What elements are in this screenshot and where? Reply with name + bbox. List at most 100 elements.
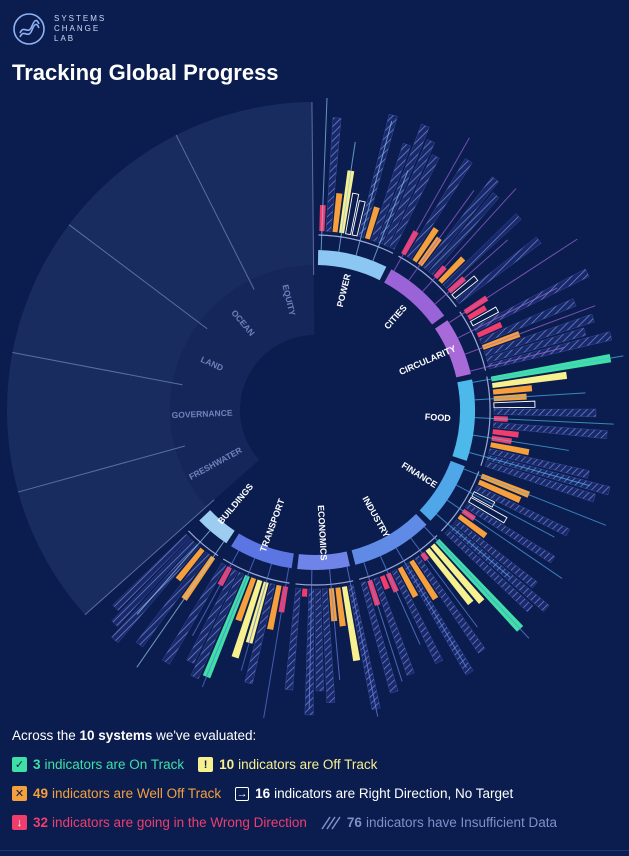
system-band-food [452,379,476,461]
system-label-industry: INDUSTRY [360,494,391,539]
indicator-mark [235,577,257,622]
indicator-mark [457,514,488,539]
system-label-economics: ECONOMICS [316,505,329,561]
indicator-guide [136,541,225,668]
indicator-mark [373,577,415,676]
indicator-guide [464,305,596,355]
indicator-mark [492,429,519,438]
legend-label: indicators are going in the Wrong Direct… [52,815,307,830]
indicator-mark [391,569,444,665]
indicator-mark [484,461,596,503]
indicator-mark [477,479,522,504]
indicator-guide [424,526,530,639]
unevaluated-divider [12,351,183,386]
unevaluated-divider [175,134,255,290]
indicator-mark [467,305,488,321]
indicator-mark [406,158,473,260]
indicator-guide [463,468,607,526]
system-band-cities [384,269,445,325]
indicator-mark [425,547,474,606]
indicator-guide [472,434,569,451]
indicator-guide [201,558,256,688]
indicator-mark [284,587,302,691]
unevaluated-region [6,102,314,615]
system-band-industry [351,513,427,565]
indicator-mark [490,353,612,382]
legend-count: 32 [33,815,49,830]
indicator-mark [453,519,538,589]
summary-text: Across the 10 systems we've evaluated: [12,728,617,743]
indicator-mark [304,588,315,716]
system-band-buildings [199,510,235,544]
indicator-mark [301,588,308,597]
summary-footer: Across the 10 systems we've evaluated: ✓… [12,728,617,844]
indicator-guide [456,484,555,538]
legend-on-track: ✓ 3 indicators are On Track [12,757,184,772]
indicator-mark [112,533,190,611]
indicator-mark [492,422,608,439]
indicator-guide [474,417,614,425]
indicator-mark [360,581,399,694]
page-title: Tracking Global Progress [12,60,279,85]
indicator-mark [341,586,361,662]
legend-label: indicators are On Track [44,757,185,772]
indicator-mark [476,321,503,338]
indicator-mark [492,385,533,395]
indicator-guide [474,392,586,401]
indicator-mark [488,448,590,479]
indicator-guide [446,499,563,579]
indicator-guide [395,547,468,668]
hatch-icon [321,816,341,829]
indicator-mark [351,200,366,237]
brand-line-2: CHANGE [54,24,101,33]
indicator-guide [436,513,511,578]
reverse-arrow-icon: ↓ [12,815,27,830]
system-label-food: FOOD [424,412,451,424]
legend-row-3: ↓ 32 indicators are going in the Wrong D… [12,815,617,830]
legend-wrong-direction: ↓ 32 indicators are going in the Wrong D… [12,815,307,830]
indicator-mark [485,327,587,363]
indicator-mark [483,313,595,357]
legend-count: 10 [219,757,235,772]
indicator-guide [355,120,393,256]
indicator-guide [434,239,509,305]
summary-suffix: we've evaluated: [152,728,257,743]
system-band-transport [231,533,294,569]
indicator-mark [442,213,522,289]
indicator-mark [383,139,436,247]
indicator-mark [409,559,439,601]
system-label-circularity: CIRCULARITY [398,343,458,377]
indicator-mark [190,571,245,680]
legend-count: 76 [346,815,362,830]
indicator-guide [263,567,290,718]
indicator-mark [389,154,440,250]
indicator-mark [202,574,250,679]
indicator-guide [329,569,341,680]
system-label-finance: FINANCE [400,460,439,490]
indicator-mark [464,502,556,564]
brand-name: SYSTEMS CHANGE LAB [54,14,106,44]
indicator-guide [338,141,356,252]
summary-systems-count: 10 systems [79,728,153,743]
indicator-guide [472,355,624,383]
indicator-mark [444,529,534,613]
indicator-mark [414,555,486,654]
indicator-mark [364,206,380,240]
indicator-guide [240,563,272,671]
systems-change-lab-logo-icon [13,13,45,45]
indicator-mark [175,547,205,582]
system-baseline [480,376,491,466]
indicator-mark [455,236,542,305]
legend-row-1: ✓ 3 indicators are On Track ! 10 indicat… [12,757,617,772]
indicator-guide [422,188,517,292]
legend-label: indicators have Insufficient Data [365,815,558,830]
system-band-finance [419,460,465,521]
indicator-mark [162,562,227,665]
system-label-cities: CITIES [382,303,409,331]
indicator-mark [335,587,346,627]
indicator-mark [471,491,496,508]
indicator-guide [320,98,328,251]
indicator-mark [111,538,195,627]
indicator-guide [410,537,478,628]
system-band-power [317,250,387,281]
